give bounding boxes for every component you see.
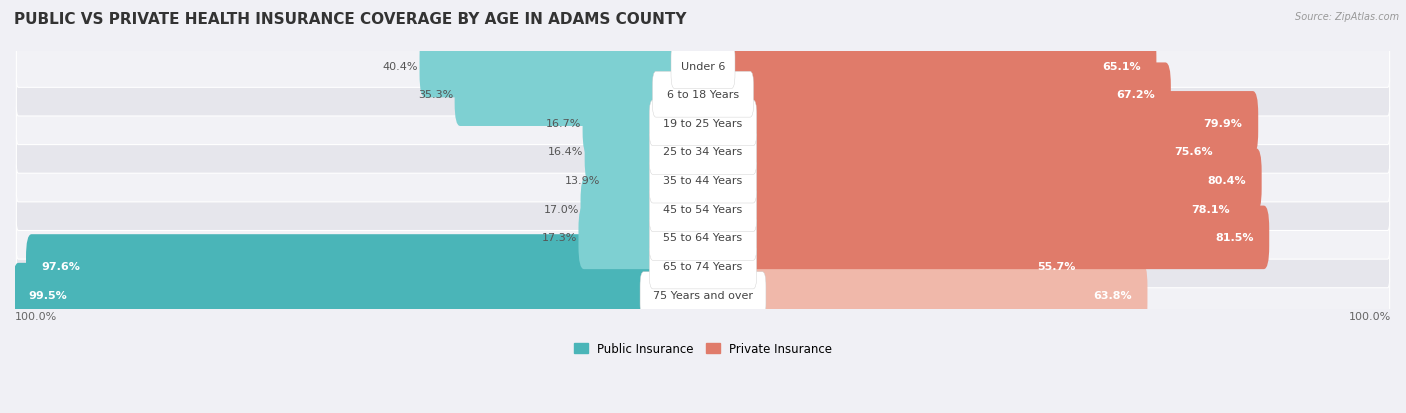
FancyBboxPatch shape [17, 244, 1389, 288]
Text: 97.6%: 97.6% [42, 261, 80, 271]
FancyBboxPatch shape [581, 178, 709, 241]
Text: 75.6%: 75.6% [1174, 147, 1213, 157]
Text: 35 to 44 Years: 35 to 44 Years [664, 176, 742, 186]
FancyBboxPatch shape [697, 35, 1156, 98]
Text: 65 to 74 Years: 65 to 74 Years [664, 261, 742, 271]
FancyBboxPatch shape [13, 263, 709, 327]
Text: 6 to 18 Years: 6 to 18 Years [666, 90, 740, 100]
FancyBboxPatch shape [17, 102, 1389, 145]
FancyBboxPatch shape [697, 235, 1091, 298]
FancyBboxPatch shape [697, 178, 1246, 241]
FancyBboxPatch shape [650, 186, 756, 232]
FancyBboxPatch shape [697, 206, 1270, 270]
Text: 80.4%: 80.4% [1208, 176, 1246, 186]
Text: 100.0%: 100.0% [15, 311, 58, 321]
Text: 99.5%: 99.5% [28, 290, 67, 300]
Text: Source: ZipAtlas.com: Source: ZipAtlas.com [1295, 12, 1399, 22]
FancyBboxPatch shape [640, 272, 766, 318]
Text: 17.3%: 17.3% [541, 233, 576, 243]
Text: 25 to 34 Years: 25 to 34 Years [664, 147, 742, 157]
FancyBboxPatch shape [17, 216, 1389, 259]
Text: 13.9%: 13.9% [565, 176, 600, 186]
FancyBboxPatch shape [652, 72, 754, 118]
FancyBboxPatch shape [602, 149, 709, 212]
Text: 55 to 64 Years: 55 to 64 Years [664, 233, 742, 243]
FancyBboxPatch shape [17, 45, 1389, 88]
Text: 45 to 54 Years: 45 to 54 Years [664, 204, 742, 214]
Text: 35.3%: 35.3% [418, 90, 453, 100]
Text: 17.0%: 17.0% [544, 204, 579, 214]
Text: 65.1%: 65.1% [1102, 62, 1140, 71]
Text: 40.4%: 40.4% [382, 62, 418, 71]
FancyBboxPatch shape [585, 121, 709, 184]
FancyBboxPatch shape [671, 43, 735, 89]
FancyBboxPatch shape [650, 158, 756, 204]
FancyBboxPatch shape [17, 188, 1389, 231]
FancyBboxPatch shape [419, 35, 709, 98]
Text: 16.7%: 16.7% [546, 119, 581, 128]
Legend: Public Insurance, Private Insurance: Public Insurance, Private Insurance [569, 337, 837, 360]
Text: 100.0%: 100.0% [1348, 311, 1391, 321]
FancyBboxPatch shape [697, 121, 1229, 184]
Text: 55.7%: 55.7% [1038, 261, 1076, 271]
FancyBboxPatch shape [650, 244, 756, 289]
FancyBboxPatch shape [17, 73, 1389, 117]
Text: PUBLIC VS PRIVATE HEALTH INSURANCE COVERAGE BY AGE IN ADAMS COUNTY: PUBLIC VS PRIVATE HEALTH INSURANCE COVER… [14, 12, 686, 27]
Text: 79.9%: 79.9% [1204, 119, 1243, 128]
Text: Under 6: Under 6 [681, 62, 725, 71]
FancyBboxPatch shape [17, 273, 1389, 317]
FancyBboxPatch shape [582, 92, 709, 155]
FancyBboxPatch shape [578, 206, 709, 270]
FancyBboxPatch shape [25, 235, 709, 298]
FancyBboxPatch shape [650, 215, 756, 261]
FancyBboxPatch shape [454, 63, 709, 127]
Text: 75 Years and over: 75 Years and over [652, 290, 754, 300]
FancyBboxPatch shape [650, 129, 756, 175]
FancyBboxPatch shape [697, 92, 1258, 155]
FancyBboxPatch shape [650, 101, 756, 146]
FancyBboxPatch shape [697, 149, 1261, 212]
FancyBboxPatch shape [697, 263, 1147, 327]
Text: 16.4%: 16.4% [548, 147, 583, 157]
Text: 78.1%: 78.1% [1191, 204, 1230, 214]
FancyBboxPatch shape [697, 63, 1171, 127]
Text: 81.5%: 81.5% [1215, 233, 1253, 243]
Text: 63.8%: 63.8% [1092, 290, 1132, 300]
FancyBboxPatch shape [17, 131, 1389, 174]
Text: 19 to 25 Years: 19 to 25 Years [664, 119, 742, 128]
Text: 67.2%: 67.2% [1116, 90, 1154, 100]
FancyBboxPatch shape [17, 159, 1389, 202]
